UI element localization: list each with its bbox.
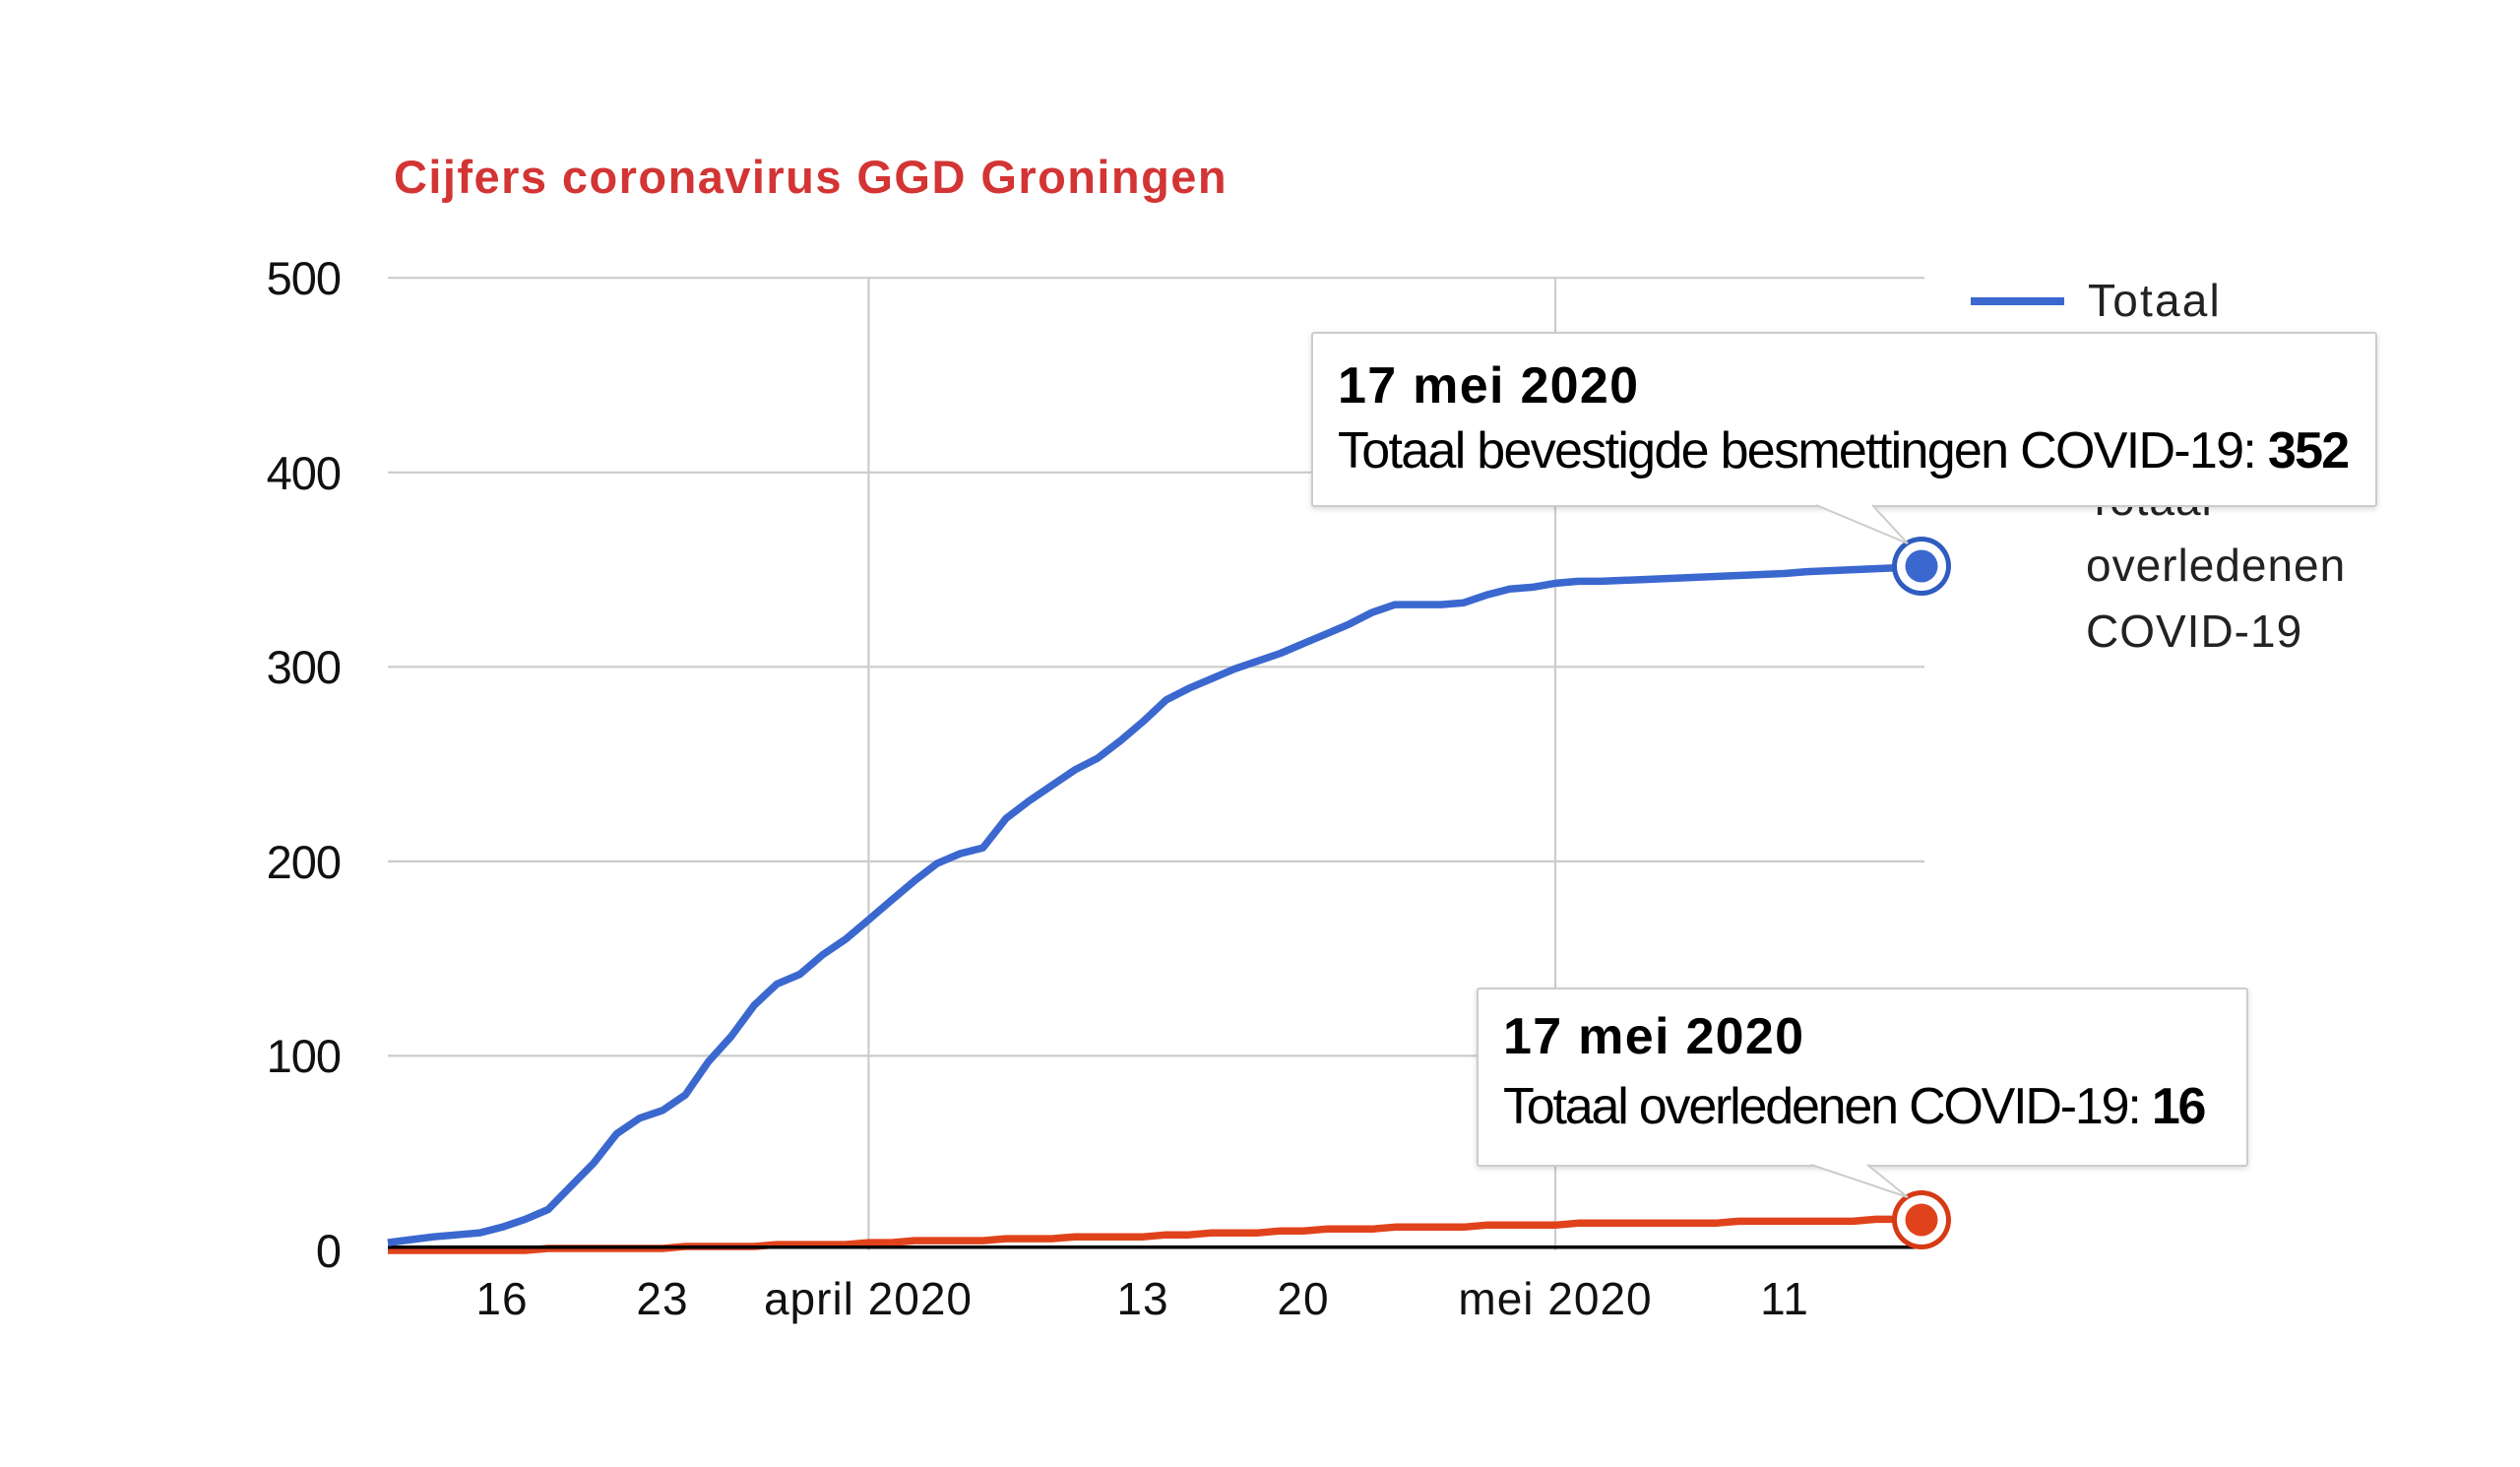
- svg-text:0: 0: [316, 1225, 341, 1277]
- svg-text:Totaal bevestigde besmettingen: Totaal bevestigde besmettingen COVID-19:…: [1338, 422, 2349, 479]
- svg-text:Totaal overledenen COVID-19: 1: Totaal overledenen COVID-19: 16: [1503, 1078, 2206, 1135]
- svg-text:april 2020: april 2020: [764, 1273, 973, 1324]
- svg-text:11: 11: [1760, 1273, 1809, 1324]
- svg-text:500: 500: [267, 252, 341, 304]
- svg-text:Totaal: Totaal: [2088, 275, 2222, 326]
- svg-text:300: 300: [267, 641, 341, 693]
- svg-text:13: 13: [1116, 1273, 1168, 1324]
- svg-text:Cijfers coronavirus GGD Gronin: Cijfers coronavirus GGD Groningen: [394, 151, 1228, 203]
- svg-text:17 mei 2020: 17 mei 2020: [1338, 357, 1639, 415]
- svg-text:23: 23: [636, 1273, 688, 1324]
- svg-text:400: 400: [267, 447, 341, 499]
- svg-text:mei 2020: mei 2020: [1458, 1273, 1652, 1324]
- svg-text:20: 20: [1277, 1273, 1329, 1324]
- svg-text:200: 200: [267, 836, 341, 888]
- svg-text:COVID-19: COVID-19: [2086, 606, 2302, 657]
- svg-text:overledenen: overledenen: [2086, 540, 2346, 591]
- svg-text:100: 100: [267, 1030, 341, 1082]
- svg-text:17 mei 2020: 17 mei 2020: [1503, 1008, 1804, 1065]
- svg-text:16: 16: [475, 1273, 528, 1324]
